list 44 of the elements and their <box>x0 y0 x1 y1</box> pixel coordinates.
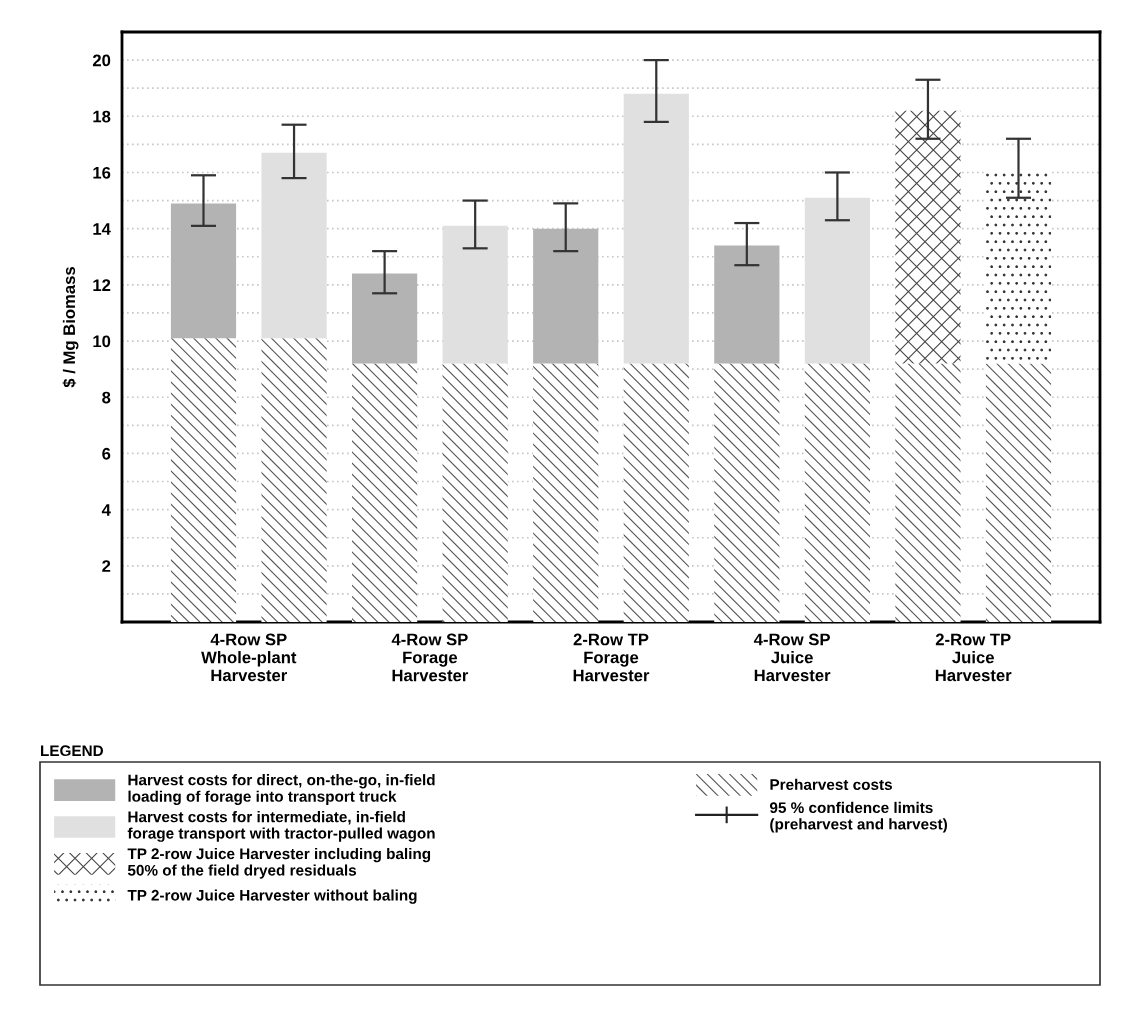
y-axis-title: $ / Mg Biomass <box>62 267 79 388</box>
bar <box>985 363 1052 622</box>
bar <box>623 363 689 622</box>
y-tick-label: 2 <box>102 560 111 572</box>
bar <box>261 152 327 339</box>
bar <box>714 363 780 622</box>
bar <box>985 169 1052 364</box>
bar <box>804 197 870 364</box>
y-tick-label: 18 <box>93 110 111 123</box>
y-tick-label: 16 <box>93 166 111 179</box>
y-tick-label: 12 <box>93 279 111 291</box>
y-tick-label: 14 <box>93 223 111 235</box>
bar <box>895 363 961 622</box>
legend-label: Harvest costs for intermediate, in-field forage transport with tractor-pulled wagon <box>127 811 435 842</box>
bar <box>170 338 237 622</box>
y-tick-label: 20 <box>92 54 111 67</box>
legend-label: Preharvest costs <box>770 778 892 790</box>
x-tick-label: 4-Row SP Forage Harvester <box>391 633 469 682</box>
y-tick-label: 8 <box>102 391 111 404</box>
x-tick-label: 2-Row TP Forage Harvester <box>573 633 650 682</box>
bar <box>352 273 418 364</box>
y-tick-label: 4 <box>101 504 111 516</box>
legend-label: TP 2-row Juice Harvester including baling 50% of the field dryed residuals <box>127 847 431 879</box>
bar <box>261 338 327 622</box>
bar <box>533 363 599 622</box>
bar <box>804 363 870 622</box>
text: 95 % confidence limits <box>769 801 933 814</box>
y-tick-label: 6 <box>102 447 111 460</box>
bar <box>623 93 689 364</box>
bar <box>352 363 418 622</box>
legend-label: Harvest costs for direct, on-the-go, in-field loading of forage into transport truck <box>128 774 435 805</box>
bar <box>442 225 508 364</box>
x-tick-label: 4-Row SP Whole-plant Harvester <box>201 633 297 682</box>
bar <box>895 110 961 364</box>
bar <box>714 245 780 364</box>
x-tick-label: 2-Row TP Juice Harvester <box>935 633 1012 682</box>
y-tick-label: 10 <box>93 335 111 348</box>
legend-title: LEGEND <box>41 745 104 757</box>
x-tick-label: 4-Row SP Juice Harvester <box>753 633 831 682</box>
bar <box>442 363 508 622</box>
legend-label: TP 2-row Juice Harvester without baling <box>127 889 417 904</box>
text: (preharvest and harvest) <box>770 818 947 833</box>
bar <box>170 203 237 339</box>
bar <box>533 228 599 364</box>
